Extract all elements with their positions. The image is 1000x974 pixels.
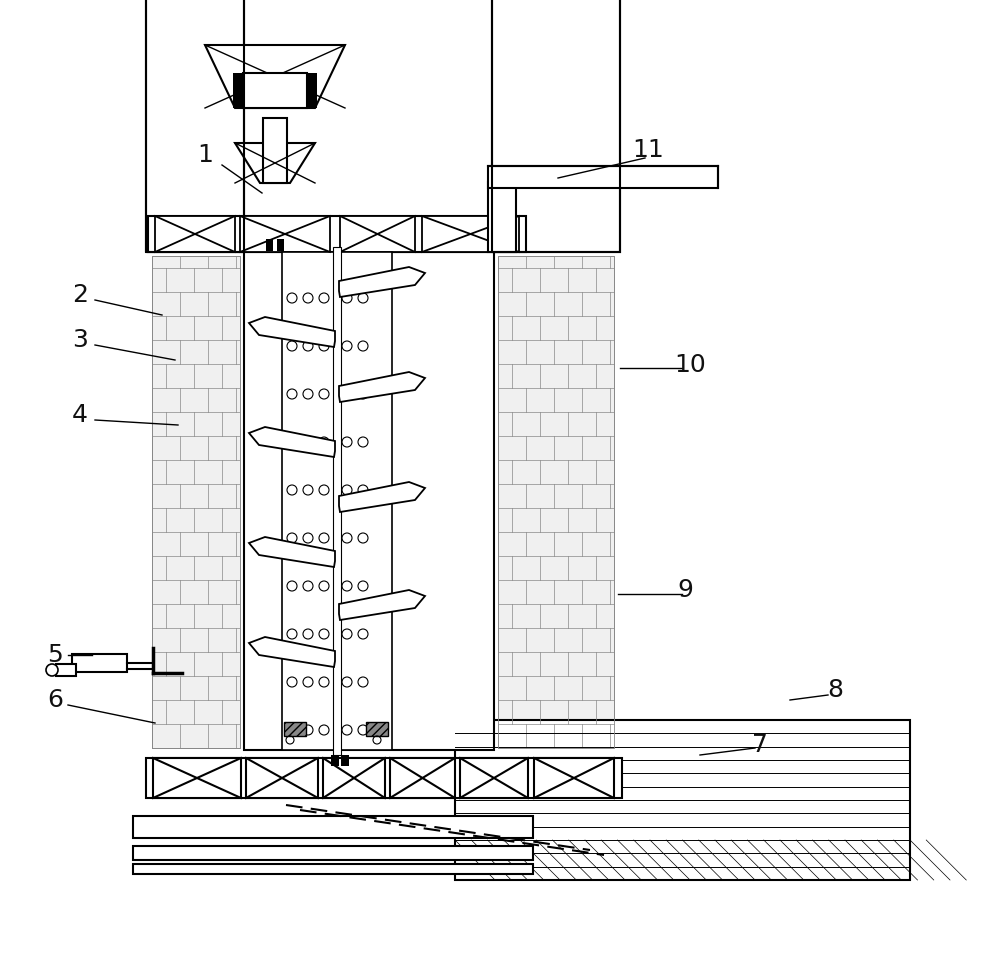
Bar <box>331 755 339 766</box>
Bar <box>146 0 244 252</box>
Bar <box>498 256 614 748</box>
Bar <box>534 758 614 798</box>
Bar <box>146 758 622 798</box>
Bar <box>246 758 318 798</box>
Bar <box>153 758 241 798</box>
Text: 2: 2 <box>72 283 88 307</box>
Bar <box>366 722 388 736</box>
Bar <box>263 118 287 183</box>
Polygon shape <box>339 482 425 512</box>
Polygon shape <box>205 45 345 108</box>
Bar <box>307 73 317 108</box>
Bar <box>333 247 341 755</box>
Text: 6: 6 <box>47 688 63 712</box>
Text: 4: 4 <box>72 403 88 427</box>
Bar <box>492 0 620 252</box>
Bar <box>155 216 235 252</box>
Text: 9: 9 <box>677 578 693 602</box>
Bar <box>240 216 330 252</box>
Bar <box>277 239 284 251</box>
Bar <box>233 73 243 108</box>
Bar <box>323 758 385 798</box>
Bar <box>488 166 718 188</box>
Bar <box>133 864 533 874</box>
Bar <box>460 758 528 798</box>
Bar <box>282 252 392 750</box>
Text: 10: 10 <box>674 353 706 377</box>
Bar <box>133 816 533 838</box>
Text: 1: 1 <box>197 143 213 167</box>
Bar <box>390 758 455 798</box>
Bar <box>341 755 349 766</box>
Bar <box>266 239 273 251</box>
Bar <box>146 0 244 252</box>
Bar <box>148 216 526 252</box>
Bar <box>340 216 415 252</box>
Polygon shape <box>339 372 425 402</box>
Bar <box>488 182 516 252</box>
Text: 7: 7 <box>752 733 768 757</box>
Text: 11: 11 <box>632 138 664 162</box>
Polygon shape <box>249 317 335 347</box>
Text: 5: 5 <box>47 643 63 667</box>
Polygon shape <box>339 267 425 297</box>
Polygon shape <box>249 537 335 567</box>
Polygon shape <box>235 143 315 183</box>
Bar <box>133 846 533 860</box>
Bar <box>455 720 910 880</box>
Text: 8: 8 <box>827 678 843 702</box>
Polygon shape <box>249 427 335 457</box>
Polygon shape <box>249 637 335 667</box>
Bar <box>152 256 240 748</box>
Bar <box>243 73 307 108</box>
Bar <box>72 654 127 672</box>
Bar <box>152 256 240 748</box>
Text: 3: 3 <box>72 328 88 352</box>
Bar <box>498 256 614 748</box>
Circle shape <box>46 664 58 676</box>
Bar <box>284 722 306 736</box>
Bar <box>422 216 519 252</box>
Bar <box>56 664 76 676</box>
Bar <box>244 252 494 750</box>
Polygon shape <box>339 590 425 620</box>
Bar <box>492 0 620 252</box>
